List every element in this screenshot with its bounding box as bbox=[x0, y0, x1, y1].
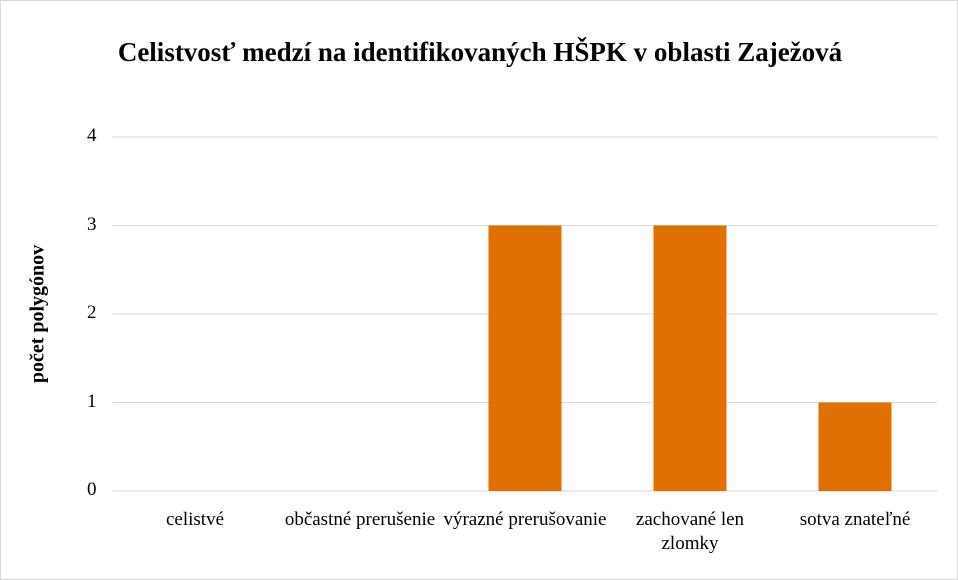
x-tick-label: sotva znateľné bbox=[799, 509, 911, 530]
y-axis-title: počet polygónov bbox=[26, 244, 49, 384]
bar bbox=[488, 225, 562, 491]
y-tick-label: 4 bbox=[87, 125, 97, 146]
chart-title: Celistvosť medzí na identifikovaných HŠP… bbox=[117, 37, 843, 67]
bar bbox=[818, 402, 892, 491]
x-tick-label: výrazné prerušovanie bbox=[443, 509, 607, 530]
x-tick-label: celistvé bbox=[165, 509, 225, 530]
y-tick-label: 3 bbox=[87, 213, 97, 235]
y-tick-label: 2 bbox=[87, 302, 97, 323]
bar bbox=[653, 225, 727, 491]
x-tick-label: občastné prerušenie bbox=[284, 509, 436, 530]
y-tick-label: 1 bbox=[87, 390, 97, 412]
y-tick-label: 0 bbox=[87, 479, 97, 500]
x-tick-label: zachované len zlomky bbox=[635, 509, 745, 554]
